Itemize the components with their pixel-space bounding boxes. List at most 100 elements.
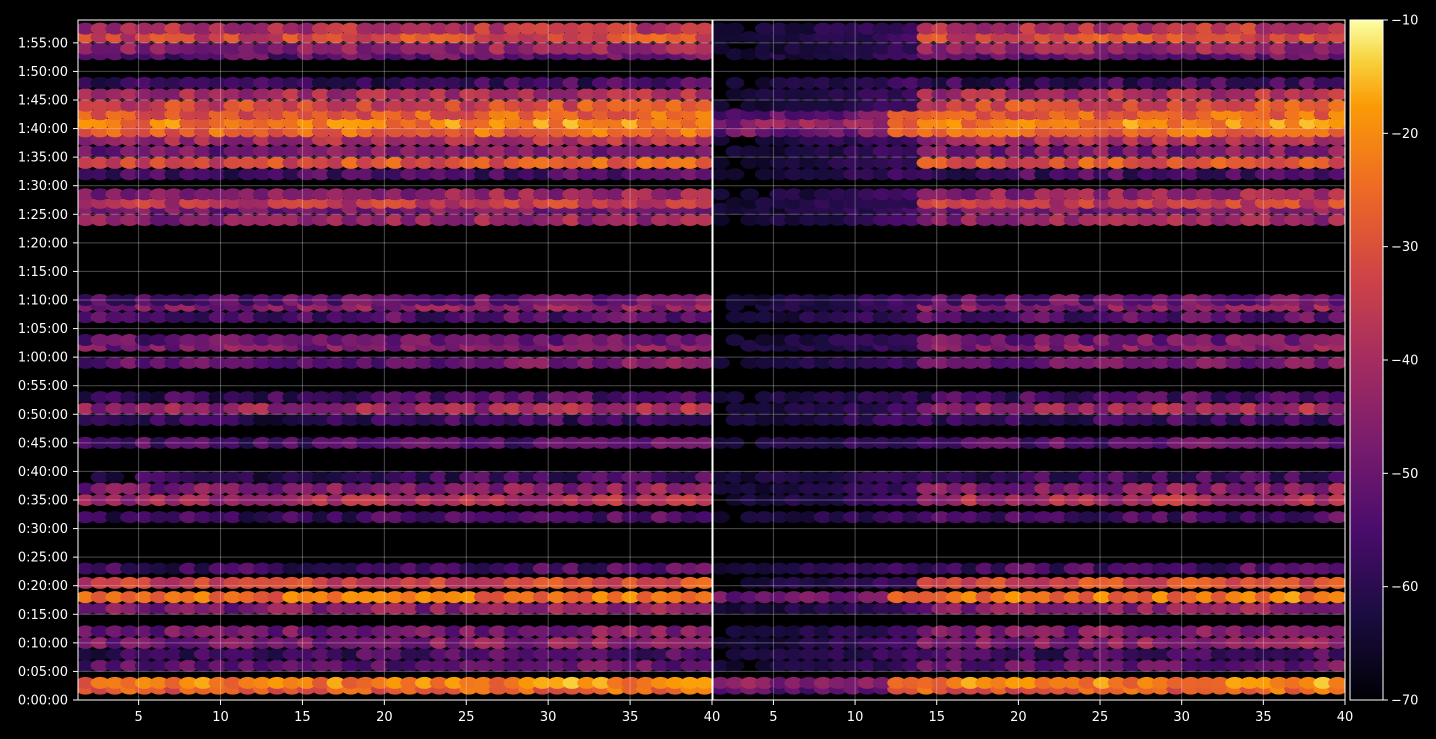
heat-cell xyxy=(400,659,420,672)
heat-cell xyxy=(193,116,213,129)
heat-cell xyxy=(754,402,774,415)
heat-cell xyxy=(90,76,110,89)
heat-cell xyxy=(901,648,921,661)
heat-cell xyxy=(606,22,626,35)
heat-cell xyxy=(532,511,552,524)
panel-frames xyxy=(77,19,1346,701)
heat-cell xyxy=(636,391,656,404)
heat-cell xyxy=(621,625,641,638)
heat-cell xyxy=(931,511,951,524)
heat-cell xyxy=(591,482,611,495)
heat-cell xyxy=(78,482,95,495)
heat-cell xyxy=(1328,188,1345,201)
heat-cell xyxy=(208,311,228,324)
heat-cell xyxy=(444,134,464,146)
heat-cell xyxy=(1254,294,1274,306)
heat-cell xyxy=(297,145,316,158)
heat-cell xyxy=(547,214,567,226)
heat-cell xyxy=(1284,471,1304,484)
heat-cell xyxy=(356,108,375,121)
heat-cell xyxy=(665,391,685,404)
heat-cell xyxy=(591,22,611,35)
heat-cell xyxy=(1298,511,1318,524)
heat-cell xyxy=(960,648,980,661)
heat-cell xyxy=(960,156,980,169)
heat-cell xyxy=(1048,116,1068,129)
heat-cell xyxy=(518,168,538,181)
heat-cell xyxy=(901,168,921,181)
heat-cell xyxy=(591,168,611,181)
heat-cell xyxy=(459,108,479,121)
heat-cell xyxy=(1137,145,1157,158)
heat-cell xyxy=(164,108,184,121)
heat-cell xyxy=(1034,436,1054,449)
heat-cell xyxy=(1093,196,1112,209)
heat-cell xyxy=(799,494,818,506)
heat-cell xyxy=(813,125,833,138)
heat-cell xyxy=(784,156,804,169)
panel-right-frame xyxy=(712,19,1346,701)
heat-cell xyxy=(252,636,272,649)
heat-cell xyxy=(78,402,95,415)
heat-cell xyxy=(1195,156,1215,169)
heat-cell xyxy=(606,214,626,226)
heat-cell xyxy=(208,391,228,404)
heat-cell xyxy=(960,414,980,426)
heat-cell xyxy=(444,414,464,426)
heat-cell xyxy=(120,562,140,575)
heat-cell xyxy=(1122,196,1142,209)
heat-cell xyxy=(385,134,405,146)
heat-cell xyxy=(267,196,287,209)
heat-cell xyxy=(740,156,760,169)
heat-cell xyxy=(1195,134,1215,146)
heat-cell xyxy=(1034,108,1054,121)
heat-cell xyxy=(946,402,965,415)
heat-cell xyxy=(1284,648,1304,661)
heat-cell xyxy=(916,311,936,324)
heat-cell xyxy=(1181,334,1201,346)
heat-cell xyxy=(1137,156,1157,169)
heat-cell xyxy=(297,625,316,638)
heat-cell xyxy=(311,156,331,169)
heat-cell xyxy=(680,391,700,404)
heat-cell xyxy=(650,311,670,324)
heat-cell xyxy=(311,636,331,649)
heat-cell xyxy=(90,494,110,506)
heat-cell xyxy=(1078,188,1098,201)
heat-cell xyxy=(149,188,169,201)
heat-cell xyxy=(1166,676,1186,689)
heat-cell xyxy=(857,511,877,524)
heat-cell xyxy=(1063,436,1083,449)
heat-cell xyxy=(1078,436,1098,449)
heat-cell xyxy=(164,125,184,138)
heat-cell xyxy=(252,402,272,415)
heat-cell xyxy=(591,356,611,369)
heat-cell xyxy=(725,48,745,61)
heat-cell xyxy=(1166,636,1186,649)
heat-cell xyxy=(326,31,346,44)
heat-cell xyxy=(134,168,154,181)
heat-cell xyxy=(990,562,1010,575)
heat-cell xyxy=(591,99,611,112)
heat-cell xyxy=(1063,356,1083,369)
heat-cell xyxy=(872,494,892,506)
heat-cell xyxy=(518,436,538,449)
heat-cell xyxy=(990,145,1010,158)
heat-cell xyxy=(385,88,405,101)
heat-cell xyxy=(120,391,140,404)
heat-cell xyxy=(1063,494,1083,506)
heat-cell xyxy=(813,22,833,35)
heat-cell xyxy=(415,494,434,506)
heat-cell xyxy=(223,196,243,209)
x-tick-label: 30 xyxy=(1173,710,1190,725)
heat-cell xyxy=(1063,648,1083,661)
heat-cell xyxy=(650,436,670,449)
y-tick-label: 0:35:00 xyxy=(18,494,68,509)
heat-cell xyxy=(1181,562,1201,575)
heat-cell xyxy=(990,602,1010,615)
heat-cell xyxy=(105,294,125,306)
heat-cell xyxy=(1151,214,1171,226)
heat-cell xyxy=(1151,188,1171,201)
heat-cell xyxy=(415,402,434,415)
heat-cell xyxy=(872,168,892,181)
